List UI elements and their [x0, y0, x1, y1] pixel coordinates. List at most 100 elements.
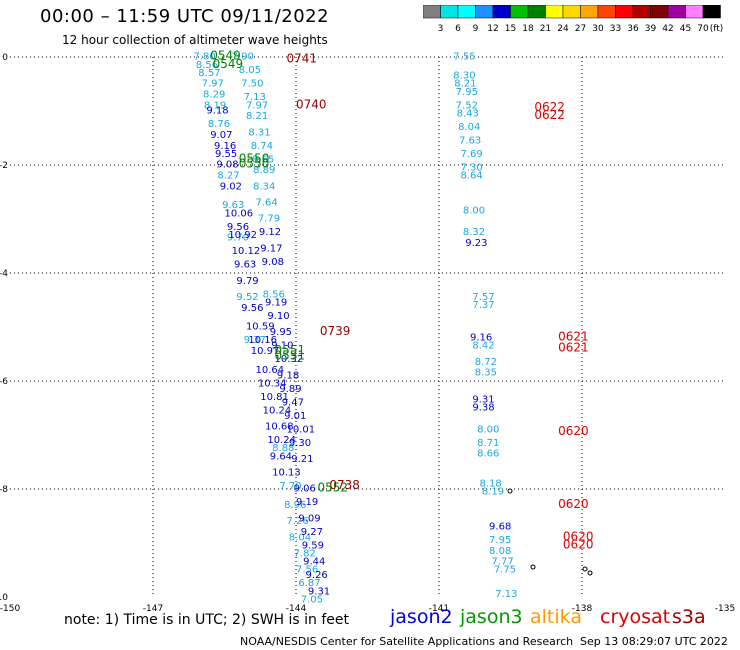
swh-value-label: 9.19 — [265, 297, 287, 308]
swh-value-label: 9.79 — [236, 276, 258, 287]
pass-time-label: 0620 — [558, 424, 589, 438]
swh-value-label: 9.26 — [306, 570, 328, 581]
swh-value-label: 9.70 — [227, 233, 249, 244]
swh-value-label: 7.82 — [294, 549, 316, 560]
swh-value-label: 9.52 — [236, 292, 258, 303]
swh-value-label: 7.70 — [279, 481, 301, 492]
swh-value-label: 10.12 — [232, 246, 261, 257]
swh-value-label: 8.30 — [453, 71, 475, 82]
swh-value-label: 9.01 — [284, 411, 306, 422]
swh-value-label: 10.06 — [225, 208, 254, 219]
y-tick-label: -2 — [0, 161, 8, 171]
x-tick-label: -138 — [572, 604, 593, 614]
swh-value-label: 8.65 — [252, 154, 274, 165]
swh-value-label: 8.31 — [248, 127, 270, 138]
swh-value-label: 10.92 — [228, 230, 257, 241]
swh-value-label: 8.64 — [460, 171, 482, 182]
swh-value-label: 9.06 — [294, 484, 316, 495]
swh-value-label: 9.64 — [270, 451, 292, 462]
swh-value-label: 6.87 — [298, 578, 320, 589]
colorbar-label: 33 — [610, 24, 621, 34]
swh-value-label: 8.74 — [251, 141, 273, 152]
swh-value-label: 9.56 — [241, 303, 263, 314]
colorbar-unit: (ft) — [710, 24, 724, 34]
swh-value-label: 7.50 — [241, 79, 263, 90]
swh-value-label: 7.97 — [202, 79, 224, 90]
pass-time-label: 0551 — [275, 343, 306, 357]
swh-value-label: 8.71 — [477, 438, 499, 449]
swh-value-label: 8.27 — [217, 171, 239, 182]
swh-value-label: 7.13 — [495, 589, 517, 600]
swh-value-label: 9.07 — [210, 130, 232, 141]
swh-value-label: 10.24 — [263, 405, 292, 416]
swh-value-label: 8.21 — [246, 111, 268, 122]
swh-value-label: 7.63 — [459, 135, 481, 146]
pass-time-label: 0741 — [286, 51, 317, 65]
pass-time-label: 0620 — [558, 497, 589, 511]
pass-time-label: 0620 — [563, 529, 594, 543]
x-tick-label: -141 — [429, 604, 449, 614]
pass-time-label: 0622 — [534, 108, 565, 122]
swh-value-label: 8.05 — [239, 65, 261, 76]
colorbar-label: 42 — [662, 24, 673, 34]
colorbar-label: 6 — [455, 24, 461, 34]
swh-value-label: 7.95 — [489, 535, 511, 546]
pass-time-label: 0740 — [296, 97, 327, 111]
swh-value-label: 10.32 — [275, 354, 304, 365]
chart-plot: -150 -147 -144 -141 -138 -135 0 -2 -4 -6 -8 -10 7.80… — [0, 49, 735, 614]
swh-value-label: 8.00 — [477, 424, 499, 435]
swh-value-label: 9.68 — [489, 522, 511, 533]
swh-value-label: 10.97 — [251, 346, 280, 357]
swh-value-label: 8.89 — [253, 165, 275, 176]
swh-value-label: 10.68 — [265, 422, 294, 433]
swh-value-label: 10.13 — [272, 468, 301, 479]
swh-value-label: 8.19 — [204, 100, 226, 111]
colorbar-label: 9 — [473, 24, 479, 34]
swh-value-label: 9.31 — [308, 586, 330, 597]
swh-value-label: 10.24 — [267, 435, 296, 446]
swh-value-label: 8.72 — [475, 357, 497, 368]
swh-value-label: 8.57 — [198, 68, 220, 79]
page-title: 00:00 – 11:59 UTC 09/11/2022 — [40, 6, 330, 27]
swh-value-label: 9.47 — [282, 397, 304, 408]
swh-value-label: 9.63 — [222, 200, 244, 211]
swh-value-label: 9.23 — [465, 238, 487, 249]
colorbar-legend: 3 6 9 12 15 18 21 24 27 30 33 36 39 42 45 70 (ft) — [423, 5, 724, 34]
timestamp: Sep 13 08:29:07 UTC 2022 — [580, 635, 728, 648]
legend-altika: altika — [530, 606, 582, 628]
colorbar-label: 3 — [438, 24, 444, 34]
pass-time-label: 0622 — [534, 100, 565, 114]
swh-value-label: 7.64 — [255, 198, 277, 209]
swh-value-label: 7.95 — [456, 87, 478, 98]
swh-value-label: 7.26 — [286, 516, 308, 527]
swh-value-label: 10.59 — [246, 322, 275, 333]
swh-value-label: 8.00 — [463, 206, 485, 217]
swh-value-label: 7.37 — [472, 300, 494, 311]
swh-value-label: 8.35 — [475, 368, 497, 379]
swh-value-label: 7.77 — [491, 557, 513, 568]
swh-value-label: 8.18 — [480, 478, 502, 489]
swh-value-label: 9.56 — [227, 222, 249, 233]
swh-value-label: 7.52 — [456, 100, 478, 111]
swh-value-label: 9.18 — [206, 106, 228, 117]
swh-value-label: 9.21 — [291, 454, 313, 465]
swh-value-label: 9.27 — [301, 527, 323, 538]
footer-note: note: 1) Time is in UTC; 2) SWH is in fe… — [64, 612, 350, 628]
swh-value-label: 9.18 — [277, 370, 299, 381]
colorbar-label: 21 — [540, 24, 551, 34]
swh-value-label: 7.05 — [301, 594, 323, 605]
island-marker — [507, 488, 513, 494]
pass-time-label: 0549 — [213, 57, 244, 71]
x-tick-label: -135 — [715, 604, 735, 614]
swh-value-label: 8.04 — [289, 532, 311, 543]
x-tick-label: -150 — [0, 604, 20, 614]
colorbar-label: 36 — [627, 24, 639, 34]
colorbar-label: 70 — [697, 24, 709, 34]
swh-value-label: 7.13 — [244, 92, 266, 103]
swh-value-label: 7.30 — [460, 162, 482, 173]
swh-value-label: 10.64 — [255, 365, 284, 376]
swh-value-label: 9.37 — [244, 335, 266, 346]
swh-value-label: 8.56 — [263, 289, 285, 300]
credit-line: NOAA/NESDIS Center for Satellite Applica… — [240, 635, 574, 648]
swh-value-label: 7.97 — [246, 100, 268, 111]
